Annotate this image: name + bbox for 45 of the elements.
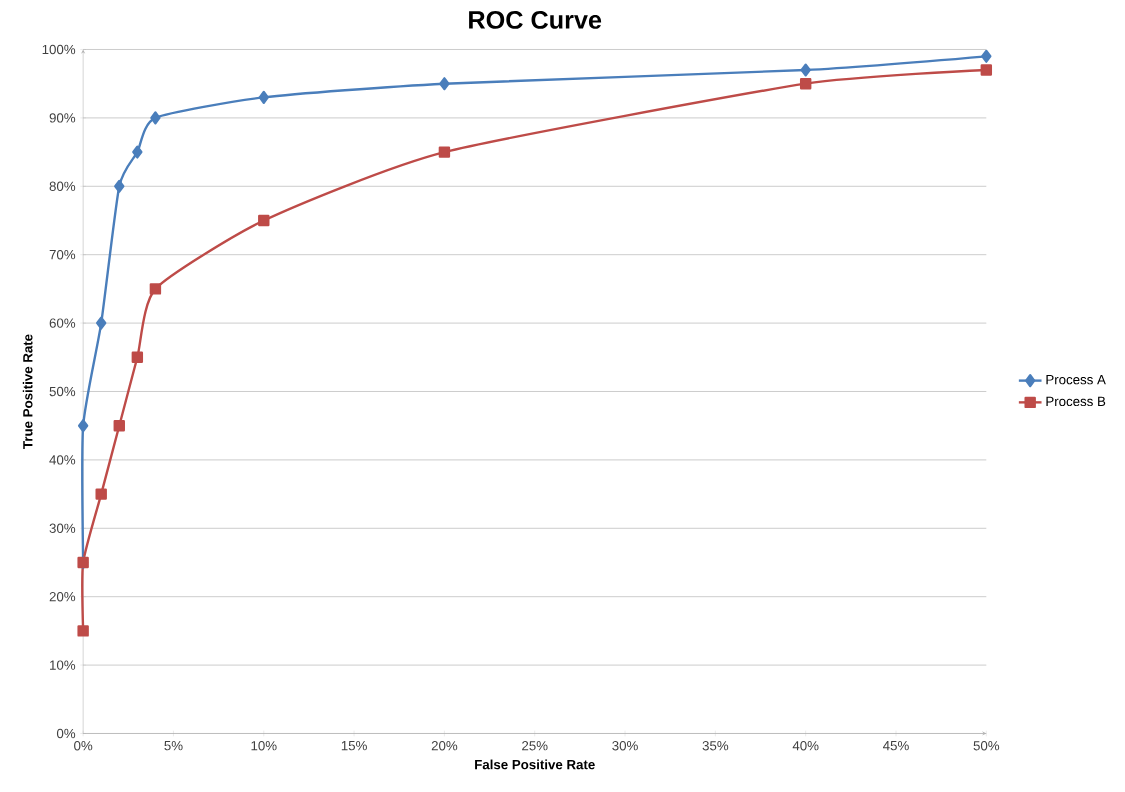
point [150,111,161,125]
point [800,63,811,77]
point [131,351,144,363]
y-tick-label: 40% [49,455,76,465]
point [799,77,812,90]
point [114,179,125,193]
y-tick-label: 60% [49,318,76,328]
x-axis-title: False Positive Rate [475,759,595,770]
x-tick-label: 20% [431,740,458,751]
x-tick-label: 35% [702,740,729,751]
y-tick-label: 70% [49,249,76,260]
x-tick-label: 10% [251,740,277,751]
x-tick-label: 0% [74,740,93,751]
y-tick-label: 50% [49,386,76,397]
point [149,283,162,295]
point [132,145,143,159]
x-tick-label: 45% [883,740,909,751]
point [258,90,269,104]
chart-title: ROC Curve [469,10,602,29]
x-tick-label: 30% [612,740,638,751]
point [980,64,993,76]
y-tick-label: 10% [50,660,76,670]
y-tick-label: 80% [49,181,76,191]
point [95,488,107,500]
legend-label: Process A [1046,375,1106,385]
x-tick-label: 5% [164,740,183,751]
y-tick-label: 20% [49,591,76,602]
point [77,625,89,637]
point [77,419,89,433]
point [258,214,270,227]
point [439,77,450,91]
y-tick-label: 0% [56,728,76,739]
point [981,49,992,63]
y-axis-title: True Positive Rate [22,334,33,449]
point [96,316,107,330]
x-tick-label: 25% [522,740,548,751]
legend-label: Process B [1046,396,1106,407]
x-tick-label: 50% [973,740,1000,751]
point [438,146,451,158]
y-tick-label: 30% [49,523,76,533]
y-tick-label: 100% [42,44,76,55]
x-tick-label: 40% [792,740,819,751]
y-tick-label: 90% [49,113,76,123]
point [113,419,125,432]
x-tick-label: 15% [341,740,367,751]
